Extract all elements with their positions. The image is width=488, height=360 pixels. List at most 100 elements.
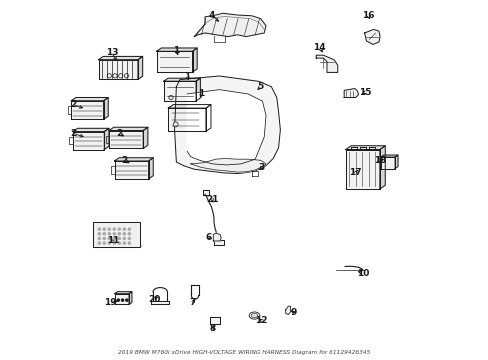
Text: 1: 1 (183, 72, 190, 81)
Polygon shape (368, 147, 374, 150)
Circle shape (125, 299, 128, 301)
Polygon shape (168, 108, 205, 131)
Circle shape (98, 242, 100, 244)
Polygon shape (214, 240, 224, 245)
Polygon shape (380, 157, 394, 168)
Polygon shape (364, 30, 379, 44)
Polygon shape (194, 13, 265, 37)
Polygon shape (187, 90, 265, 165)
Circle shape (103, 237, 105, 239)
Polygon shape (359, 147, 366, 150)
Circle shape (123, 242, 125, 244)
Circle shape (123, 228, 125, 230)
Text: 9: 9 (290, 308, 297, 317)
Text: 13: 13 (105, 48, 118, 57)
Text: 10: 10 (356, 269, 368, 278)
Circle shape (168, 95, 173, 100)
Text: 2: 2 (70, 129, 76, 138)
Polygon shape (73, 132, 104, 149)
Circle shape (108, 242, 110, 244)
Polygon shape (345, 149, 379, 189)
Text: 6: 6 (205, 233, 211, 242)
Text: 21: 21 (205, 195, 218, 204)
Circle shape (118, 242, 120, 244)
Polygon shape (163, 78, 200, 81)
Circle shape (103, 228, 105, 230)
Polygon shape (99, 57, 142, 60)
Text: 3: 3 (258, 163, 264, 172)
Ellipse shape (249, 312, 260, 319)
Circle shape (121, 299, 123, 301)
Text: 2: 2 (121, 156, 127, 165)
Circle shape (113, 242, 115, 244)
Text: 2019 BMW M760i xDrive HIGH-VOLTAGE WIRING HARNESS Diagram for 61129426345: 2019 BMW M760i xDrive HIGH-VOLTAGE WIRIN… (118, 350, 370, 355)
Polygon shape (104, 128, 109, 149)
Circle shape (128, 233, 130, 235)
Circle shape (113, 233, 115, 235)
Polygon shape (99, 60, 138, 80)
Text: 14: 14 (313, 43, 325, 52)
Text: 2: 2 (70, 100, 76, 109)
Polygon shape (129, 292, 132, 305)
Text: 19: 19 (104, 298, 117, 307)
Text: 20: 20 (148, 294, 160, 303)
Text: 11: 11 (106, 237, 119, 246)
Polygon shape (379, 146, 385, 189)
Circle shape (173, 122, 178, 127)
Circle shape (123, 233, 125, 235)
Polygon shape (285, 306, 290, 315)
Circle shape (128, 242, 130, 244)
Polygon shape (109, 131, 143, 148)
Polygon shape (196, 78, 200, 101)
Polygon shape (163, 81, 196, 101)
Circle shape (113, 237, 115, 239)
Text: 12: 12 (255, 316, 267, 325)
Polygon shape (202, 190, 208, 195)
Polygon shape (115, 294, 129, 305)
Polygon shape (344, 89, 358, 98)
Polygon shape (115, 292, 132, 294)
Text: 5: 5 (257, 82, 263, 91)
Circle shape (123, 237, 125, 239)
Polygon shape (109, 127, 147, 131)
Text: 8: 8 (209, 324, 215, 333)
Polygon shape (394, 155, 397, 168)
Polygon shape (345, 146, 385, 149)
Polygon shape (210, 317, 220, 324)
Circle shape (108, 228, 110, 230)
Circle shape (118, 237, 120, 239)
Text: 18: 18 (374, 156, 386, 165)
Circle shape (128, 228, 130, 230)
Circle shape (98, 233, 100, 235)
Text: 17: 17 (348, 168, 361, 177)
Polygon shape (73, 128, 109, 132)
Circle shape (118, 228, 120, 230)
Polygon shape (192, 48, 197, 72)
Circle shape (103, 233, 105, 235)
Text: 7: 7 (189, 298, 195, 307)
Text: 1: 1 (198, 89, 204, 98)
Polygon shape (114, 161, 148, 179)
Text: 2: 2 (116, 129, 122, 138)
Text: 16: 16 (361, 10, 374, 19)
Circle shape (113, 228, 115, 230)
Polygon shape (174, 76, 280, 174)
Circle shape (118, 233, 120, 235)
Polygon shape (380, 155, 397, 157)
Polygon shape (316, 55, 337, 72)
Circle shape (98, 228, 100, 230)
Text: 15: 15 (359, 87, 371, 96)
Circle shape (98, 237, 100, 239)
Polygon shape (103, 98, 108, 120)
Polygon shape (114, 158, 153, 161)
Text: 4: 4 (208, 10, 215, 19)
Polygon shape (168, 105, 210, 108)
Polygon shape (71, 101, 103, 120)
Polygon shape (205, 105, 210, 131)
Circle shape (103, 242, 105, 244)
Polygon shape (190, 158, 265, 172)
Polygon shape (213, 233, 221, 241)
Polygon shape (156, 51, 192, 72)
Polygon shape (71, 98, 108, 101)
Circle shape (108, 237, 110, 239)
